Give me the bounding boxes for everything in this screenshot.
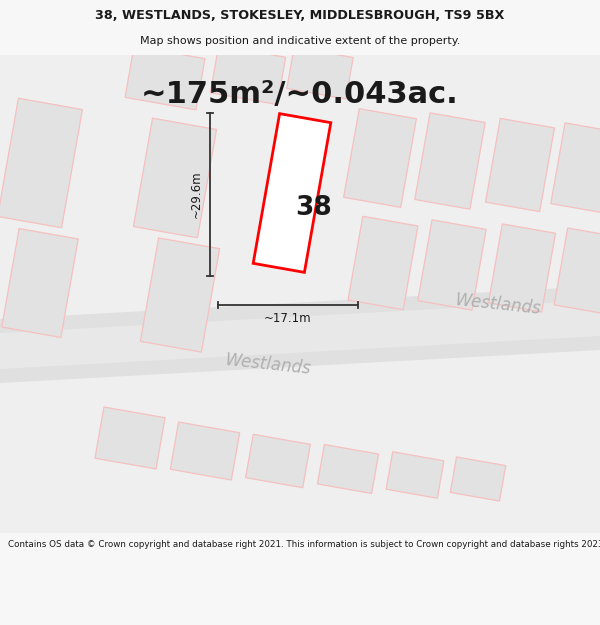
Polygon shape — [253, 114, 331, 272]
Polygon shape — [95, 407, 165, 469]
Polygon shape — [2, 229, 78, 338]
Polygon shape — [0, 286, 600, 383]
Text: ~17.1m: ~17.1m — [264, 312, 312, 326]
Polygon shape — [0, 98, 82, 228]
Polygon shape — [211, 46, 286, 104]
Polygon shape — [317, 444, 379, 494]
Polygon shape — [554, 228, 600, 314]
Polygon shape — [287, 47, 353, 99]
Text: Westlands: Westlands — [224, 351, 312, 379]
Text: 38, WESTLANDS, STOKESLEY, MIDDLESBROUGH, TS9 5BX: 38, WESTLANDS, STOKESLEY, MIDDLESBROUGH,… — [95, 9, 505, 22]
Polygon shape — [133, 118, 217, 238]
Polygon shape — [170, 422, 239, 480]
Polygon shape — [488, 224, 556, 312]
Text: 38: 38 — [296, 195, 332, 221]
Polygon shape — [415, 112, 485, 209]
Polygon shape — [418, 220, 486, 310]
Polygon shape — [485, 118, 554, 212]
Polygon shape — [348, 216, 418, 310]
Polygon shape — [551, 123, 600, 213]
Text: ~175m²/~0.043ac.: ~175m²/~0.043ac. — [141, 81, 459, 109]
Polygon shape — [125, 46, 205, 110]
Polygon shape — [140, 238, 220, 352]
Polygon shape — [344, 109, 416, 208]
Text: Westlands: Westlands — [454, 291, 542, 319]
Polygon shape — [386, 452, 444, 498]
Polygon shape — [450, 457, 506, 501]
Text: ~29.6m: ~29.6m — [190, 171, 203, 218]
Text: Contains OS data © Crown copyright and database right 2021. This information is : Contains OS data © Crown copyright and d… — [8, 541, 600, 549]
Polygon shape — [245, 434, 310, 488]
Polygon shape — [0, 300, 600, 369]
Text: Map shows position and indicative extent of the property.: Map shows position and indicative extent… — [140, 36, 460, 46]
